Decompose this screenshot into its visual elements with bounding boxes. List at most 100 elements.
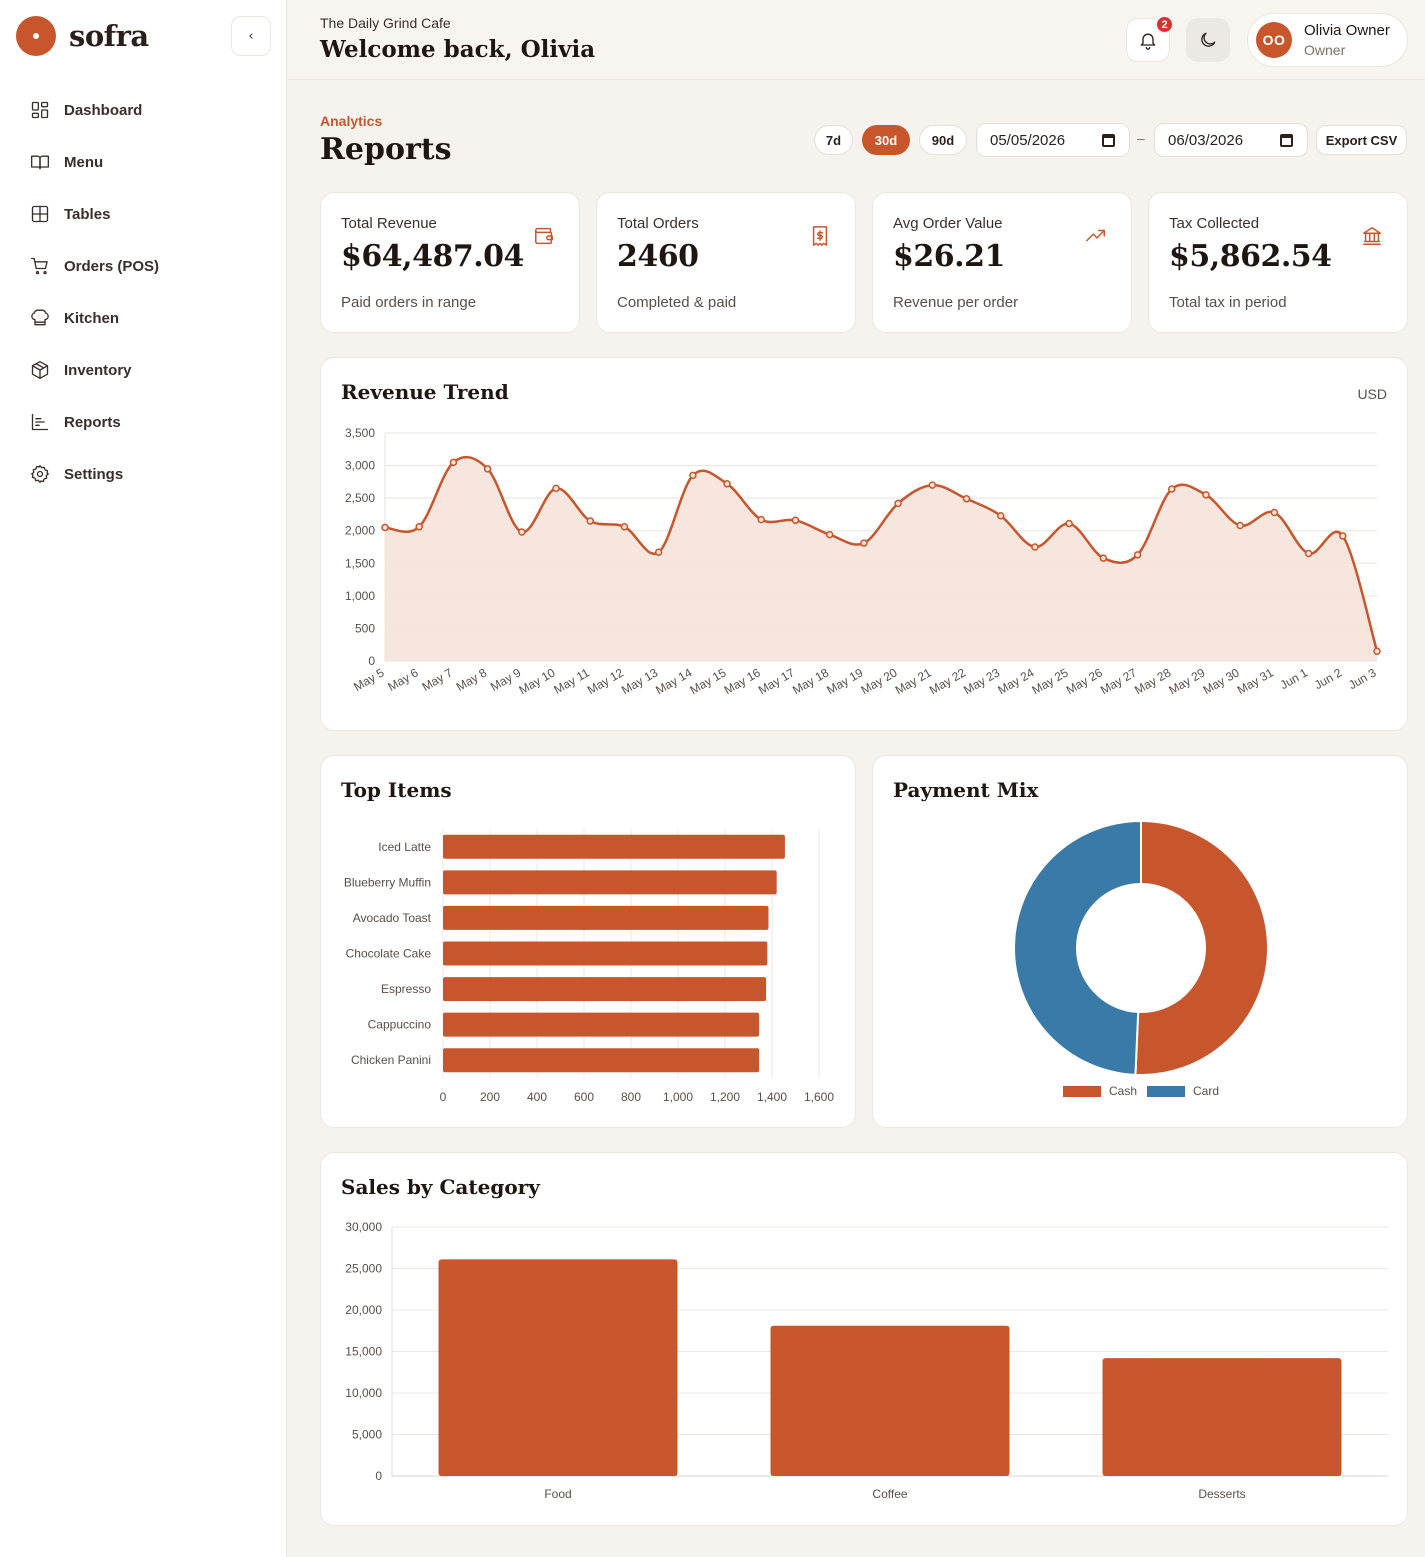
data-point xyxy=(1202,491,1210,499)
date-to-input[interactable]: 06/03/2026 xyxy=(1154,123,1308,157)
y-tick-label: 10,000 xyxy=(345,1386,382,1400)
avatar: OO xyxy=(1256,22,1292,58)
kpi-subtitle: Paid orders in range xyxy=(341,294,477,311)
x-tick-label: May 19 xyxy=(824,665,865,697)
range-7d-button[interactable]: 7d xyxy=(814,125,853,155)
date-from-input[interactable]: 05/05/2026 xyxy=(976,123,1130,157)
x-tick-label: Jun 3 xyxy=(1346,665,1379,692)
bank-icon xyxy=(1361,225,1383,247)
date-range-separator: – xyxy=(1137,130,1145,146)
card-title: Top Items xyxy=(341,778,452,802)
bar-avocado-toast xyxy=(443,905,769,930)
x-tick-label: May 30 xyxy=(1201,665,1242,697)
sidebar-item-label: Reports xyxy=(64,413,121,431)
book-icon xyxy=(31,155,49,170)
data-point xyxy=(1133,551,1142,559)
y-tick-label: 25,000 xyxy=(345,1262,382,1276)
x-tick-label: May 21 xyxy=(893,665,934,697)
collapse-sidebar-button[interactable]: ‹ xyxy=(231,16,271,56)
date-to-value: 06/03/2026 xyxy=(1168,131,1244,149)
y-tick-label: 0 xyxy=(375,1469,382,1483)
data-point xyxy=(1099,554,1108,562)
x-tick-label: 800 xyxy=(621,1090,641,1104)
kpi-value: $5,862.54 xyxy=(1169,239,1332,274)
top-items-chart: 0 200 400 600 800 1,000 1,200 1,400 1,600 Iced La… xyxy=(344,829,834,1104)
data-point xyxy=(1236,521,1244,530)
kpi-subtitle: Total tax in period xyxy=(1169,294,1287,311)
sidebar-item-menu[interactable]: Menu xyxy=(18,136,268,188)
notification-count-badge: 2 xyxy=(1155,15,1174,34)
sidebar-item-inventory[interactable]: Inventory xyxy=(18,344,268,396)
sidebar-item-settings[interactable]: Settings xyxy=(18,448,268,500)
kpi-card-avg-order-value: Avg Order Value $26.21 Revenue per order xyxy=(872,192,1132,333)
x-tick-label: May 22 xyxy=(927,665,968,697)
x-tick-label: May 20 xyxy=(859,665,900,697)
y-tick-label: 500 xyxy=(355,621,375,635)
sidebar-item-tables[interactable]: Tables xyxy=(18,188,268,240)
x-tick-label: May 23 xyxy=(961,665,1002,697)
x-tick-label: 1,000 xyxy=(663,1090,693,1104)
x-tick-label: May 31 xyxy=(1235,665,1276,697)
y-tick-label: Cappuccino xyxy=(368,1018,432,1032)
sidebar-item-label: Inventory xyxy=(64,361,132,379)
x-tick-label: 1,600 xyxy=(804,1090,834,1104)
sidebar-item-orders[interactable]: Orders (POS) xyxy=(18,240,268,292)
sidebar-item-dashboard[interactable]: Dashboard xyxy=(18,84,268,136)
brand[interactable]: sofra xyxy=(16,16,149,56)
sidebar-nav: Dashboard Menu Tables Orders (POS) Kitch… xyxy=(18,84,268,500)
x-tick-label: May 28 xyxy=(1132,665,1173,697)
payment-mix-card: Payment Mix Cash Card xyxy=(872,755,1408,1128)
data-point xyxy=(483,465,492,473)
y-tick-label: Avocado Toast xyxy=(353,911,432,925)
card-title: Payment Mix xyxy=(893,778,1039,802)
export-csv-button[interactable]: Export CSV xyxy=(1316,125,1407,155)
data-point xyxy=(381,523,389,532)
notifications-button[interactable] xyxy=(1126,18,1170,62)
slice-card xyxy=(1013,819,1142,1076)
trending-up-icon xyxy=(1085,225,1107,247)
y-tick-label: 3,500 xyxy=(345,426,375,440)
card-title: Revenue Trend xyxy=(341,380,509,404)
sidebar-item-reports[interactable]: Reports xyxy=(18,396,268,448)
bar-desserts xyxy=(1102,1358,1342,1476)
y-tick-label: 2,500 xyxy=(345,491,375,505)
x-tick-label: May 11 xyxy=(551,665,592,697)
data-point xyxy=(620,523,629,531)
data-point xyxy=(415,523,423,531)
data-point xyxy=(1168,485,1176,493)
data-point xyxy=(894,499,902,508)
dashboard-icon xyxy=(31,101,49,119)
grid-icon xyxy=(31,205,49,223)
calendar-icon xyxy=(1102,134,1115,147)
data-point xyxy=(449,458,458,467)
data-point xyxy=(962,495,971,503)
data-point xyxy=(996,511,1005,520)
kpi-subtitle: Revenue per order xyxy=(893,294,1019,311)
range-90d-button[interactable]: 90d xyxy=(919,125,967,155)
data-point xyxy=(518,528,526,536)
y-tick-label: Iced Latte xyxy=(378,840,431,854)
data-point xyxy=(1373,647,1381,655)
cart-icon xyxy=(31,257,48,275)
data-point xyxy=(860,539,868,547)
sales-by-category-card: Sales by Category 0 5,000 10,000 15,000 20,0… xyxy=(320,1152,1408,1526)
bar-blueberry-muffin xyxy=(443,870,777,895)
package-icon xyxy=(31,361,49,379)
data-point xyxy=(723,480,731,488)
sidebar-item-kitchen[interactable]: Kitchen xyxy=(18,292,268,344)
data-point xyxy=(825,530,834,539)
receipt-icon xyxy=(809,225,831,247)
y-tick-label: 15,000 xyxy=(345,1345,382,1359)
sidebar-item-label: Settings xyxy=(64,465,124,483)
kpi-label: Total Orders xyxy=(617,215,699,232)
x-tick-label: Coffee xyxy=(872,1487,907,1501)
legend-label-card: Card xyxy=(1193,1084,1219,1098)
data-point xyxy=(552,484,560,493)
welcome-heading: Welcome back, Olivia xyxy=(320,36,596,63)
data-point xyxy=(791,516,800,525)
user-menu[interactable]: OO Olivia Owner Owner xyxy=(1247,13,1408,67)
theme-toggle-button[interactable] xyxy=(1186,18,1230,62)
cafe-name: The Daily Grind Cafe xyxy=(320,15,451,31)
range-30d-button[interactable]: 30d xyxy=(862,125,910,155)
bar-espresso xyxy=(443,977,767,1002)
